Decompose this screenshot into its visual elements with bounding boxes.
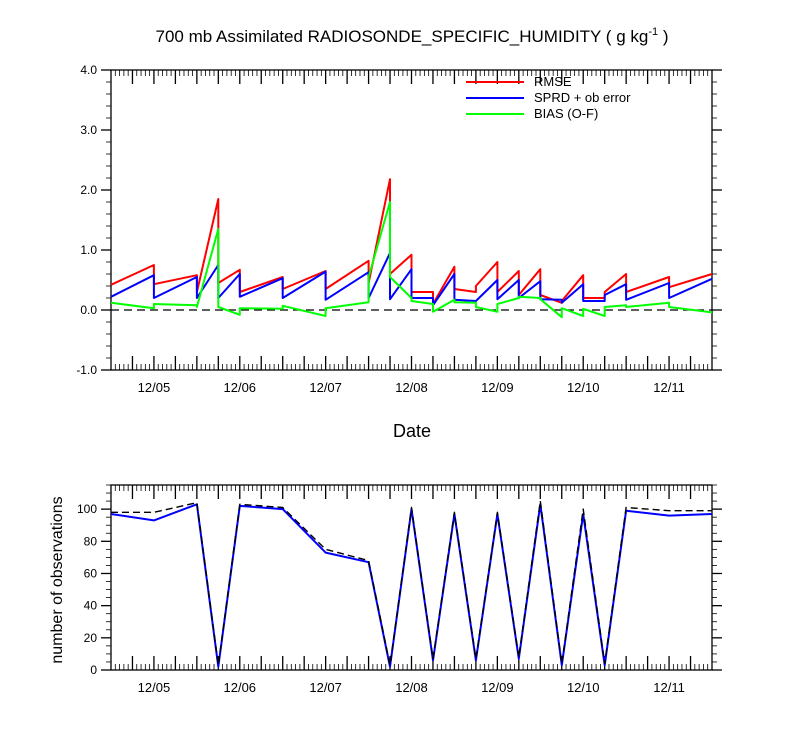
x-tick-label: 12/11: [653, 680, 685, 695]
series-line-observations-dashed: [111, 500, 712, 666]
top-plot: 12/05 12/06 12/07 12/08 12/09 12/10 12/11 -1.0 0…: [76, 63, 722, 395]
y-tick-label: 0: [90, 663, 97, 677]
bottom-plot: 12/05 12/06 12/07 12/08 12/09 12/10 12/11 0 20 40…: [77, 484, 722, 695]
y-axis-label-observations: number of observations: [49, 496, 66, 663]
x-tick-label: 12/10: [567, 680, 600, 695]
y-tick-label: 3.0: [80, 123, 97, 137]
x-tick-label: 12/05: [138, 680, 171, 695]
x-axis-label: Date: [393, 421, 431, 441]
x-tick-label: 12/07: [309, 680, 342, 695]
y-tick-label: 2.0: [80, 183, 97, 197]
y-tick-label: 4.0: [80, 63, 97, 77]
legend-label: RMSE: [534, 74, 572, 89]
x-tick-label: 12/06: [224, 380, 257, 395]
y-tick-label: 0.0: [80, 303, 97, 317]
x-tick-label: 12/08: [395, 680, 428, 695]
y-tick-label: 100: [77, 502, 97, 516]
y-tick-label: 1.0: [80, 243, 97, 257]
y-tick-label: 80: [84, 534, 98, 548]
y-tick-label: 40: [84, 599, 98, 613]
x-tick-label: 12/10: [567, 380, 600, 395]
x-tick-label: 12/11: [653, 380, 685, 395]
x-tick-label: 12/09: [481, 680, 514, 695]
legend-label: SPRD + ob error: [534, 90, 631, 105]
chart-title: 700 mb Assimilated RADIOSONDE_SPECIFIC_H…: [156, 26, 669, 46]
series-line-bias-o-f: [110, 201, 713, 319]
x-tick-label: 12/08: [395, 380, 428, 395]
x-tick-label: 12/05: [138, 380, 171, 395]
y-tick-label: -1.0: [76, 363, 97, 377]
x-tick-label: 12/09: [481, 380, 514, 395]
x-tick-label: 12/07: [309, 380, 342, 395]
legend-label: BIAS (O-F): [534, 106, 598, 121]
x-tick-label: 12/06: [224, 680, 257, 695]
series-line-observations-solid: [110, 503, 713, 668]
y-tick-label: 20: [84, 631, 98, 645]
series-line-rmse: [110, 178, 713, 305]
y-tick-label: 60: [84, 566, 98, 580]
plot-frame: [110, 69, 713, 371]
